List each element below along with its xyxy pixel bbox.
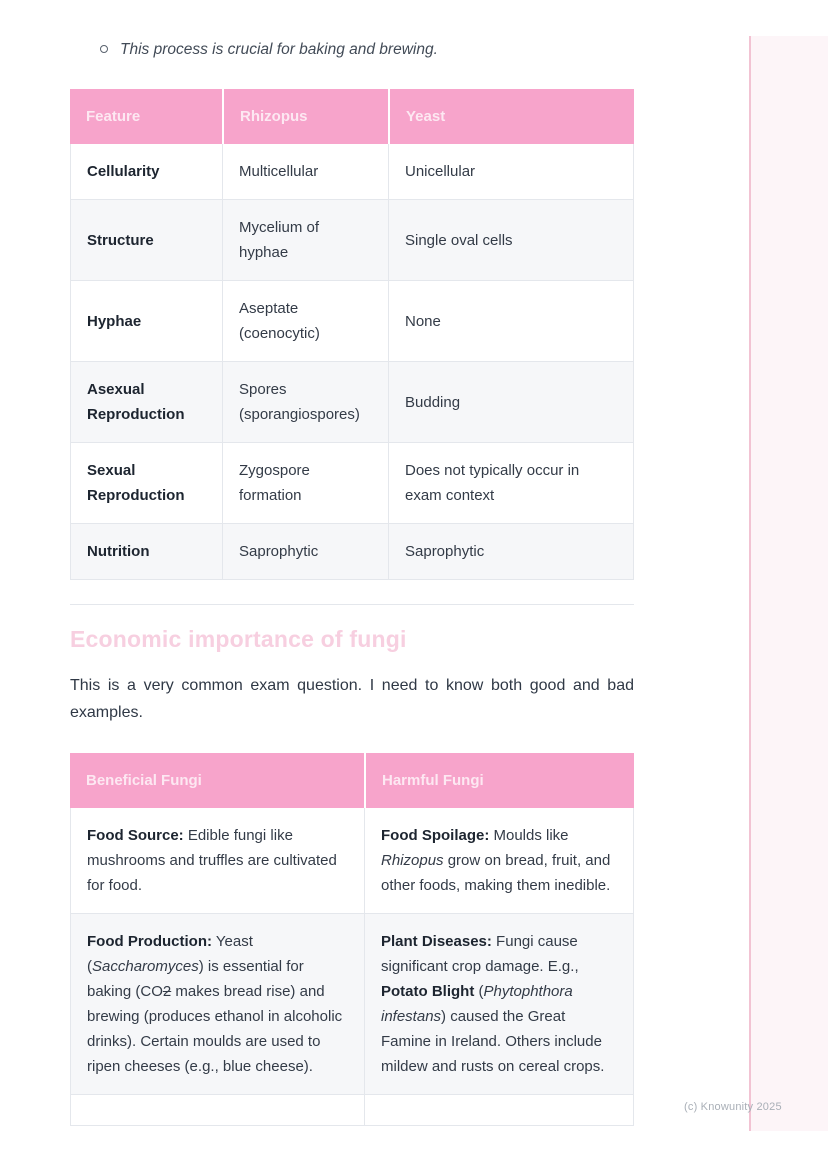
text-segment: (: [474, 983, 484, 1000]
fungi-table-cell: Food Spoilage: Moulds like Rhizopus grow…: [364, 808, 634, 914]
comparison-table-row: Asexual Reproduction Spores (sporangiospo…: [70, 362, 634, 443]
comparison-table-cell: Budding: [388, 362, 634, 443]
comparison-table-cell: Aseptate (coenocytic): [222, 281, 388, 362]
comparison-table-cell: Saprophytic: [222, 524, 388, 580]
fungi-table-viewport: Beneficial Fungi Harmful Fungi Food Sourc…: [70, 753, 636, 1133]
text-segment: Food Source:: [87, 827, 184, 844]
fungi-table-cell: Plant Diseases: Fungi cause significant …: [364, 914, 634, 1095]
comparison-table-cell: Zygospore formation: [222, 443, 388, 524]
bullet-list-item: This process is crucial for baking and b…: [100, 39, 438, 60]
text-segment: grow on bread, fruit, and other foods, m…: [381, 852, 611, 894]
comparison-table-cell: None: [388, 281, 634, 362]
bullet-text: This process is crucial for baking and b…: [120, 41, 438, 58]
comparison-table-cell: Spores (sporangiospores): [222, 362, 388, 443]
text-segment: Edible fungi like mushrooms and truffles…: [87, 827, 337, 894]
fungi-table-row: Food Production: Yeast (Saccharomyces) i…: [70, 914, 634, 1095]
comparison-table-cell: Asexual Reproduction: [70, 362, 222, 443]
text-segment: Moulds like: [489, 827, 569, 844]
comparison-table-cell: Multicellular: [222, 144, 388, 200]
text-segment: Phytophthora infestans: [381, 983, 573, 1025]
text-segment: Potato Blight: [381, 983, 475, 1000]
comparison-table-row: Hyphae Aseptate (coenocytic) None: [70, 281, 634, 362]
text-segment: Food Production:: [87, 933, 212, 950]
text-segment: ) caused the Great Famine in Ireland. Ot…: [381, 1008, 605, 1075]
text-segment: Saccharomyces: [92, 958, 199, 975]
fungi-table-cell: [70, 1095, 364, 1126]
rhizopus-yeast-comparison-table: Feature Rhizopus Yeast Cellularity Multicel…: [70, 89, 634, 580]
beneficial-harmful-fungi-table: Beneficial Fungi Harmful Fungi Food Sourc…: [70, 753, 634, 1126]
fungi-table-row: [70, 1095, 634, 1126]
section-divider: [70, 604, 634, 605]
comparison-table-cell: Sexual Reproduction: [70, 443, 222, 524]
fungi-table-header-cell: Beneficial Fungi: [70, 753, 364, 808]
comparison-table-cell: Unicellular: [388, 144, 634, 200]
page-margin-area: [751, 36, 828, 1131]
text-segment: Rhizopus: [381, 852, 444, 869]
fungi-table-cell: [364, 1095, 634, 1126]
comparison-table-cell: Cellularity: [70, 144, 222, 200]
page-margin-accent-line: [749, 36, 751, 1131]
watermark: (c) Knowunity 2025: [684, 1101, 782, 1113]
comparison-table-cell: Mycelium of hyphae: [222, 200, 388, 281]
comparison-table-header-cell: Yeast: [388, 89, 634, 144]
section-heading: Economic importance of fungi: [70, 626, 407, 652]
text-segment: Fungi cause significant crop damage. E.g…: [381, 933, 579, 975]
fungi-table-cell: Food Source: Edible fungi like mushrooms…: [70, 808, 364, 914]
text-segment: makes bread rise) and brewing (produces …: [87, 983, 343, 1075]
comparison-table-row: Sexual Reproduction Zygospore formation Do…: [70, 443, 634, 524]
comparison-table-row: Cellularity Multicellular Unicellular: [70, 144, 634, 200]
fungi-table-row: Food Source: Edible fungi like mushrooms…: [70, 808, 634, 914]
comparison-table-cell: Nutrition: [70, 524, 222, 580]
comparison-table-cell: Saprophytic: [388, 524, 634, 580]
comparison-table-header-row: Feature Rhizopus Yeast: [70, 89, 634, 144]
comparison-table-row: Nutrition Saprophytic Saprophytic: [70, 524, 634, 580]
comparison-table-cell: Structure: [70, 200, 222, 281]
text-segment: Food Spoilage:: [381, 827, 490, 844]
comparison-table-cell: Single oval cells: [388, 200, 634, 281]
intro-paragraph: This is a very common exam question. I n…: [70, 677, 634, 721]
fungi-table-header-cell: Harmful Fungi: [364, 753, 634, 808]
comparison-table-cell: Does not typically occur in exam context: [388, 443, 634, 524]
fungi-table-cell: Food Production: Yeast (Saccharomyces) i…: [70, 914, 364, 1095]
text-segment: Yeast (: [87, 933, 253, 975]
text-segment: ) is essential for baking (CO: [87, 958, 304, 1000]
comparison-table-row: Structure Mycelium of hyphae Single oval c…: [70, 200, 634, 281]
text-segment: 2: [162, 983, 172, 1000]
comparison-table-header-cell: Feature: [70, 89, 222, 144]
text-segment: Plant Diseases:: [381, 933, 492, 950]
bullet-circle-icon: [100, 45, 108, 53]
comparison-table-cell: Hyphae: [70, 281, 222, 362]
comparison-table-header-cell: Rhizopus: [222, 89, 388, 144]
fungi-table-header-row: Beneficial Fungi Harmful Fungi: [70, 753, 634, 808]
